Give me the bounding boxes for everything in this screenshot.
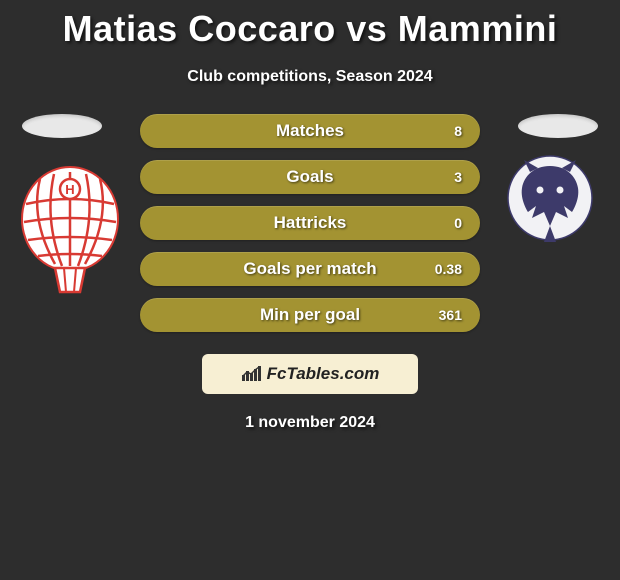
stat-right-value: 0	[426, 215, 462, 231]
stat-row-matches: Matches 8	[140, 114, 480, 148]
stats-table: Matches 8 Goals 3 Hattricks 0 Goals per …	[140, 114, 480, 332]
snapshot-date: 1 november 2024	[0, 414, 620, 432]
right-player-oval	[518, 114, 598, 138]
page-title: Matias Coccaro vs Mammini	[0, 0, 620, 50]
stat-row-goals: Goals 3	[140, 160, 480, 194]
stat-label: Min per goal	[194, 305, 426, 325]
stat-row-hattricks: Hattricks 0	[140, 206, 480, 240]
left-team-logo: H	[20, 164, 120, 300]
stat-label: Goals	[194, 167, 426, 187]
stat-label: Goals per match	[194, 259, 426, 279]
bar-chart-icon	[241, 365, 263, 383]
svg-text:H: H	[65, 182, 74, 197]
stat-row-min-per-goal: Min per goal 361	[140, 298, 480, 332]
stat-right-value: 361	[426, 307, 462, 323]
right-team-logo	[500, 154, 600, 290]
stat-right-value: 8	[426, 123, 462, 139]
stat-label: Matches	[194, 121, 426, 141]
comparison-main: H Matches 8 Goals 3 Hattr	[0, 114, 620, 344]
huracan-balloon-icon: H	[20, 164, 120, 300]
stat-right-value: 3	[426, 169, 462, 185]
page-subtitle: Club competitions, Season 2024	[0, 68, 620, 86]
stat-label: Hattricks	[194, 213, 426, 233]
gimnasia-wolf-icon	[500, 154, 600, 254]
brand-badge[interactable]: FcTables.com	[202, 354, 418, 394]
stat-right-value: 0.38	[426, 261, 462, 277]
brand-text: FcTables.com	[267, 364, 380, 384]
stat-row-goals-per-match: Goals per match 0.38	[140, 252, 480, 286]
left-player-oval	[22, 114, 102, 138]
